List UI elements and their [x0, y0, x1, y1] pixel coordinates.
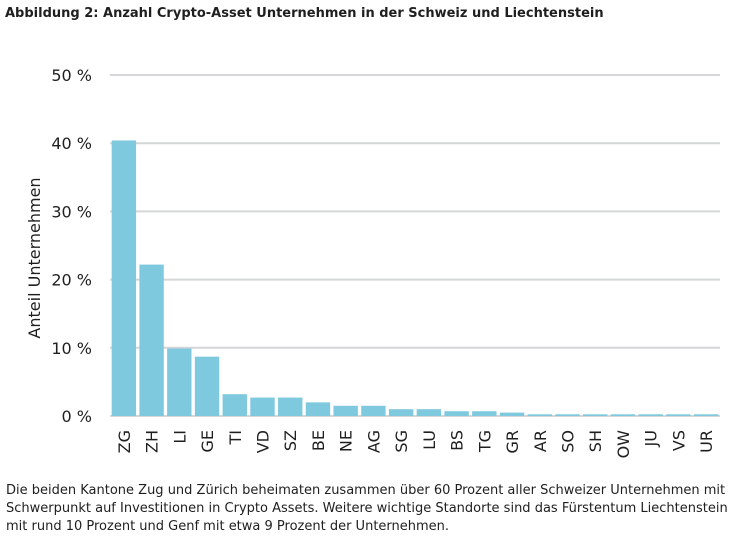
x-tick-label-vd: VD [254, 430, 273, 453]
x-tick-label-be: BE [309, 430, 328, 451]
y-tick-label: 10 % [51, 339, 92, 358]
y-tick-labels: 0 % 10 % 20 % 30 % 40 % 50 % [51, 66, 92, 426]
x-tick-label-so: SO [559, 430, 578, 453]
bar-lu [416, 409, 442, 416]
bar-gr [499, 412, 525, 416]
x-tick-label-sz: SZ [281, 430, 300, 451]
bar-tg [472, 411, 497, 416]
x-tick-label-ge: GE [198, 430, 217, 453]
y-axis-label: Anteil Unternehmen [25, 177, 44, 338]
x-tick-label-ow: OW [614, 430, 633, 459]
figure-title: Abbildung 2: Anzahl Crypto-Asset Unterne… [5, 6, 604, 21]
bar-ju [638, 414, 663, 416]
bar-ti [222, 394, 247, 416]
x-tick-label-sg: SG [392, 430, 411, 453]
x-tick-label-sh: SH [586, 430, 605, 452]
bar-ur [693, 414, 719, 416]
bars [111, 140, 719, 417]
bar-vs [666, 414, 691, 416]
bar-chart: 0 % 10 % 20 % 30 % 40 % 50 % ZG ZH LI GE TI VD SZ BE… [25, 66, 720, 459]
bar-vd [250, 397, 275, 416]
bar-zh [139, 264, 164, 416]
bar-bs [444, 411, 469, 416]
x-tick-label-lu: LU [420, 430, 439, 450]
x-tick-label-tg: TG [475, 430, 494, 453]
y-tick-label: 20 % [51, 271, 92, 290]
bar-ge [194, 356, 220, 416]
bar-li [167, 348, 192, 416]
x-tick-labels: ZG ZH LI GE TI VD SZ BE NE AG SG LU BS TG GR AR SO SH OW JU… [115, 430, 716, 459]
x-tick-label-ur: UR [697, 430, 716, 453]
bar-so [555, 414, 580, 416]
x-tick-label-ju: JU [642, 430, 661, 447]
x-tick-label-ag: AG [364, 430, 383, 453]
x-tick-label-zg: ZG [115, 430, 134, 453]
y-tick-label: 0 % [62, 407, 92, 426]
x-tick-label-li: LI [170, 430, 189, 444]
x-tick-label-ne: NE [337, 430, 356, 452]
bar-sg [388, 409, 414, 416]
x-tick-label-vs: VS [669, 430, 688, 451]
x-tick-label-ar: AR [531, 430, 550, 452]
x-tick-label-gr: GR [503, 430, 522, 454]
bar-sz [278, 397, 303, 416]
y-tick-label: 30 % [51, 202, 92, 221]
bar-ne [333, 405, 358, 416]
figure-caption: Die beiden Kantone Zug und Zürich beheim… [6, 483, 728, 534]
bar-ow [610, 414, 636, 416]
y-tick-label: 40 % [51, 134, 92, 153]
bar-zg [111, 140, 137, 417]
x-tick-label-bs: BS [448, 430, 467, 451]
y-tick-label: 50 % [51, 66, 92, 85]
bar-sh [583, 414, 608, 416]
x-tick-label-zh: ZH [143, 430, 162, 453]
x-tick-label-ti: TI [226, 430, 245, 446]
bar-be [305, 402, 331, 416]
bar-ar [527, 414, 552, 416]
bar-ag [361, 405, 386, 416]
